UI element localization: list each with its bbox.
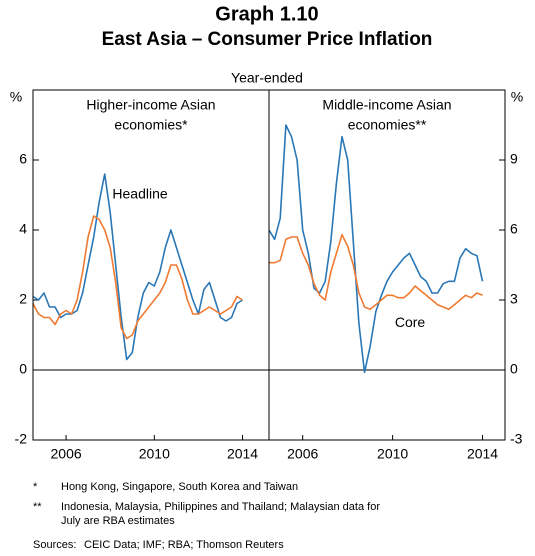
series-line [32,173,243,361]
series-label: Headline [112,186,167,202]
y-unit: % [511,89,523,105]
footnote-mark: ** [33,501,42,513]
chart-title: Graph 1.10 [215,3,318,25]
y-tick-label: -2 [15,431,28,447]
series-line [268,124,484,374]
x-tick-label: 2006 [51,446,82,462]
y-tick-label: 9 [510,151,518,167]
y-tick-label: 0 [19,361,27,377]
series-line [269,233,483,311]
footnote-mark: * [33,481,38,493]
x-tick-label: 2014 [467,446,498,462]
x-tick-label: 2006 [287,446,318,462]
y-unit: % [10,89,22,105]
y-tick-label: 3 [510,291,518,307]
footnote: July are RBA estimates [61,515,175,527]
y-tick-label: 0 [510,361,518,377]
panel-title: economies* [114,117,188,133]
series-label: Core [395,314,426,330]
x-tick-label: 2014 [227,446,258,462]
y-tick-label: 4 [19,221,27,237]
footnote: Indonesia, Malaysia, Philippines and Tha… [61,501,380,513]
footnote: Hong Kong, Singapore, South Korea and Ta… [61,481,298,493]
x-tick-label: 2010 [377,446,408,462]
y-tick-label: 6 [510,221,518,237]
chart-subtitle: East Asia – Consumer Price Inflation [102,29,433,50]
panel-title: Higher-income Asian [86,97,215,113]
sources-label: Sources: [33,539,76,551]
y-tick-label: -3 [510,431,523,447]
sources: CEIC Data; IMF; RBA; Thomson Reuters [84,539,284,551]
y-tick-label: 6 [19,151,27,167]
panel-title: Middle-income Asian [322,97,451,113]
series-line [32,215,243,340]
panel-title: economies** [348,117,427,133]
y-tick-label: 2 [19,291,27,307]
caption: Year-ended [231,70,303,86]
x-tick-label: 2010 [139,446,170,462]
